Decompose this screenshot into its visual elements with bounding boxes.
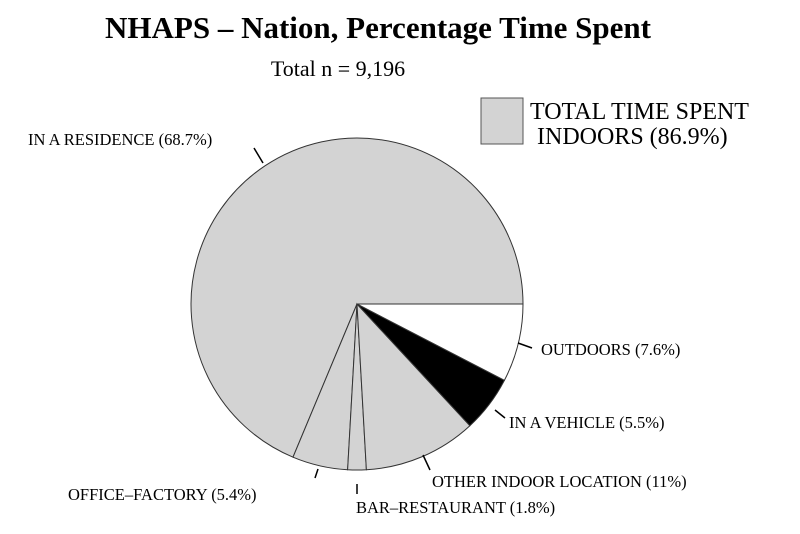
legend-line-1: TOTAL TIME SPENT — [530, 99, 749, 125]
leader-line-other-indoor — [422, 454, 431, 471]
slice-label-residence: IN A RESIDENCE (68.7%) — [28, 130, 212, 149]
pie-slices — [190, 137, 524, 471]
slice-label-office-factory: OFFICE–FACTORY (5.4%) — [68, 485, 257, 504]
chart-title: NHAPS – Nation, Percentage Time Spent — [105, 10, 652, 45]
slice-label-bar-restaurant: BAR–RESTAURANT (1.8%) — [356, 498, 555, 517]
slice-leaders — [253, 147, 533, 494]
leader-line-residence — [253, 147, 264, 164]
slice-label-other-indoor: OTHER INDOOR LOCATION (11%) — [432, 472, 687, 491]
slice-labels: IN A RESIDENCE (68.7%) OFFICE–FACTORY (5.… — [28, 130, 687, 517]
pie-slice-other-indoor — [356, 302, 471, 471]
leader-line-office-factory — [314, 468, 319, 479]
pie-slice-residence — [190, 137, 524, 458]
legend-swatch — [480, 97, 524, 145]
slice-label-vehicle: IN A VEHICLE (5.5%) — [509, 413, 665, 432]
slice-label-outdoors: OUTDOORS (7.6%) — [541, 340, 680, 359]
leader-line-vehicle — [494, 409, 506, 419]
legend-line-2: INDOORS (86.9%) — [537, 124, 728, 150]
leader-line-outdoors — [517, 342, 533, 349]
legend: TOTAL TIME SPENT INDOORS (86.9%) — [480, 97, 749, 150]
chart-subtitle: Total n = 9,196 — [271, 56, 405, 81]
